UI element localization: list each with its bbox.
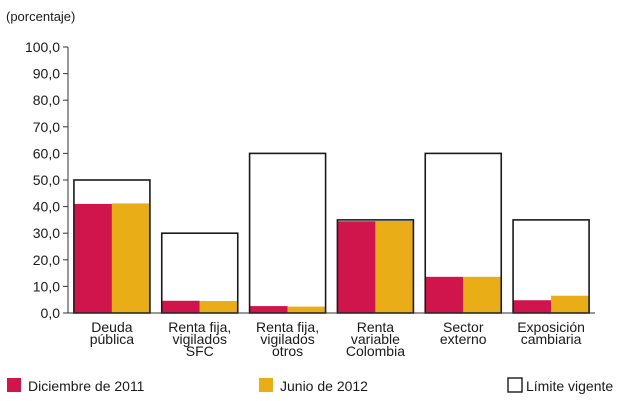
limit-box — [248, 152, 327, 314]
x-tick-label: pública — [90, 331, 135, 347]
y-tick-label: 80,0 — [33, 92, 60, 108]
x-tick-label: Renta fija, — [168, 319, 231, 335]
bar — [513, 300, 552, 313]
y-tick-label: 40,0 — [33, 199, 60, 215]
x-tick-label: externo — [440, 331, 487, 347]
bar — [551, 295, 590, 313]
y-tick-label: 60,0 — [33, 145, 60, 161]
bar — [199, 301, 238, 313]
legend-swatch-jun-2012 — [259, 378, 273, 392]
legend-swatch-dec-2011 — [7, 378, 21, 392]
y-tick-label: 50,0 — [33, 172, 60, 188]
bars — [73, 203, 590, 313]
y-tick-label: 10,0 — [33, 278, 60, 294]
x-tick-label: cambiaria — [521, 331, 582, 347]
legend-label-limit: Límite vigente — [526, 378, 613, 394]
x-tick-label: Sector — [443, 319, 484, 335]
y-tick-label: 20,0 — [33, 252, 60, 268]
legend-label-jun-2012: Junio de 2012 — [280, 378, 368, 394]
y-tick-label: 100,0 — [25, 39, 60, 55]
bar — [111, 203, 150, 313]
bar — [463, 276, 502, 313]
y-tick-label: 30,0 — [33, 225, 60, 241]
y-tick-label: 70,0 — [33, 119, 60, 135]
x-tick-label: SFC — [186, 343, 214, 359]
x-tick-label: vigilados — [173, 331, 227, 347]
x-tick-label: vigilados — [260, 331, 314, 347]
bar — [375, 220, 414, 313]
bar — [249, 306, 288, 313]
limit-boxes — [73, 152, 590, 314]
bar — [161, 300, 200, 313]
legend-swatch-limit — [507, 377, 523, 393]
x-tick-label: Deuda — [91, 319, 132, 335]
x-tick-label: Colombia — [346, 343, 405, 359]
bar — [73, 203, 112, 313]
x-tick-label: Renta fija, — [256, 319, 319, 335]
x-tick-label: variable — [351, 331, 400, 347]
bar — [337, 221, 376, 313]
unit-label: (porcentaje) — [6, 9, 75, 24]
x-tick-label: Exposición — [517, 319, 585, 335]
y-tick-label: 90,0 — [33, 66, 60, 82]
legend-label-dec-2011: Diciembre de 2011 — [28, 378, 145, 394]
x-tick-label: Renta — [357, 319, 395, 335]
y-axis: 0,0 10,0 20,0 30,0 40,0 50,0 60,0 70,0 80,0 90,0 1… — [25, 39, 68, 321]
bar — [287, 306, 326, 313]
x-tick-label: otros — [272, 343, 303, 359]
y-tick-label: 0,0 — [41, 305, 61, 321]
legend: Diciembre de 2011 Junio de 2012 Límite v… — [7, 377, 613, 394]
bar — [425, 276, 464, 313]
